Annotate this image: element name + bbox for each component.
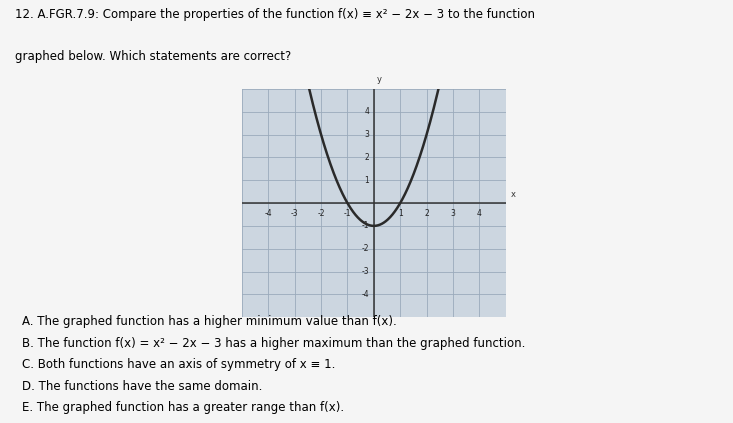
Text: A. The graphed function has a higher minimum value than f(x).: A. The graphed function has a higher min… xyxy=(22,315,397,328)
Text: 1: 1 xyxy=(364,176,369,185)
Text: 3: 3 xyxy=(364,130,369,139)
Text: -4: -4 xyxy=(265,209,272,218)
Text: B. The function f(x) = x² − 2x − 3 has a higher maximum than the graphed functio: B. The function f(x) = x² − 2x − 3 has a… xyxy=(22,337,525,350)
Text: -2: -2 xyxy=(317,209,325,218)
Text: 2: 2 xyxy=(364,153,369,162)
Text: 3: 3 xyxy=(451,209,455,218)
Text: -2: -2 xyxy=(361,244,369,253)
Text: 1: 1 xyxy=(398,209,402,218)
Text: 4: 4 xyxy=(477,209,482,218)
Text: 12. A.FGR.7.9: Compare the properties of the function f(x) ≡ x² − 2x − 3 to the : 12. A.FGR.7.9: Compare the properties of… xyxy=(15,8,534,22)
Text: 2: 2 xyxy=(424,209,429,218)
Text: -3: -3 xyxy=(361,267,369,276)
Text: y: y xyxy=(377,75,382,84)
Text: -1: -1 xyxy=(344,209,351,218)
Text: E. The graphed function has a greater range than f(x).: E. The graphed function has a greater ra… xyxy=(22,401,344,414)
Text: -1: -1 xyxy=(361,221,369,231)
Text: D. The functions have the same domain.: D. The functions have the same domain. xyxy=(22,379,262,393)
Text: C. Both functions have an axis of symmetry of x ≡ 1.: C. Both functions have an axis of symmet… xyxy=(22,358,335,371)
Text: -4: -4 xyxy=(361,290,369,299)
Text: 4: 4 xyxy=(364,107,369,116)
Text: x: x xyxy=(511,190,516,199)
Text: -3: -3 xyxy=(291,209,298,218)
Text: graphed below. Which statements are correct?: graphed below. Which statements are corr… xyxy=(15,50,291,63)
